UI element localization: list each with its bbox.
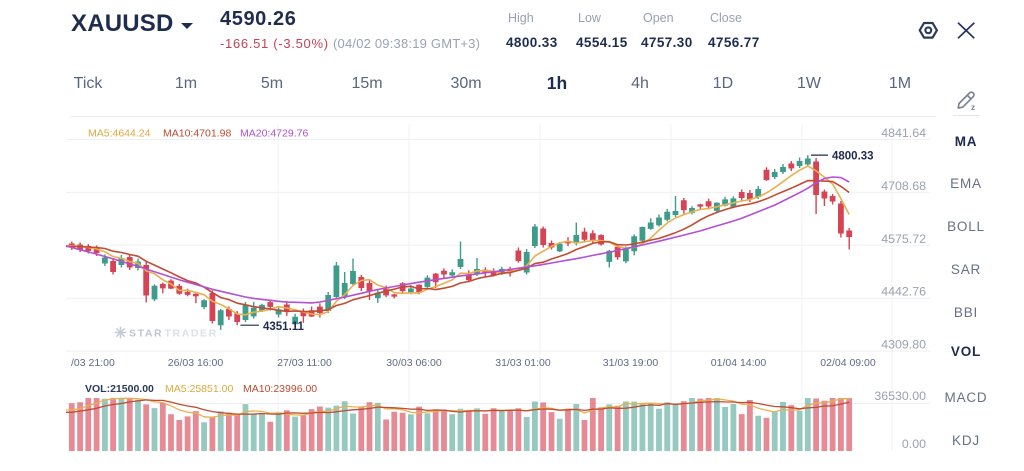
- svg-text:02/04 09:00: 02/04 09:00: [820, 357, 876, 369]
- svg-text:30/03 06:00: 30/03 06:00: [386, 357, 442, 369]
- svg-text:0.00: 0.00: [902, 437, 926, 451]
- svg-text:27/03 11:00: 27/03 11:00: [277, 357, 332, 369]
- svg-text:TRADER: TRADER: [165, 328, 218, 340]
- svg-text:4575.72: 4575.72: [881, 232, 926, 246]
- svg-text:/03 21:00: /03 21:00: [71, 357, 115, 369]
- svg-text:26/03 16:00: 26/03 16:00: [168, 357, 224, 369]
- svg-text:MA5:25851.00: MA5:25851.00: [165, 383, 233, 395]
- svg-text:MA10:4701.98: MA10:4701.98: [163, 128, 231, 140]
- svg-text:z: z: [971, 103, 975, 112]
- svg-text:4708.68: 4708.68: [881, 179, 926, 193]
- svg-text:4800.33: 4800.33: [832, 150, 874, 162]
- svg-text:36530.00: 36530.00: [874, 389, 926, 403]
- svg-text:MA10:23996.00: MA10:23996.00: [243, 383, 317, 395]
- svg-text:VOL:21500.00: VOL:21500.00: [85, 383, 154, 395]
- svg-text:4309.80: 4309.80: [881, 338, 926, 352]
- svg-text:31/03 01:00: 31/03 01:00: [495, 357, 551, 369]
- svg-text:31/03 19:00: 31/03 19:00: [603, 357, 659, 369]
- svg-text:STAR: STAR: [129, 328, 163, 340]
- svg-text:MA20:4729.76: MA20:4729.76: [240, 128, 308, 140]
- svg-text:4442.76: 4442.76: [881, 285, 926, 299]
- svg-text:MA5:4644.24: MA5:4644.24: [88, 128, 151, 140]
- svg-text:4351.11: 4351.11: [263, 321, 305, 333]
- svg-text:01/04 14:00: 01/04 14:00: [711, 357, 767, 369]
- svg-text:4841.64: 4841.64: [881, 126, 926, 140]
